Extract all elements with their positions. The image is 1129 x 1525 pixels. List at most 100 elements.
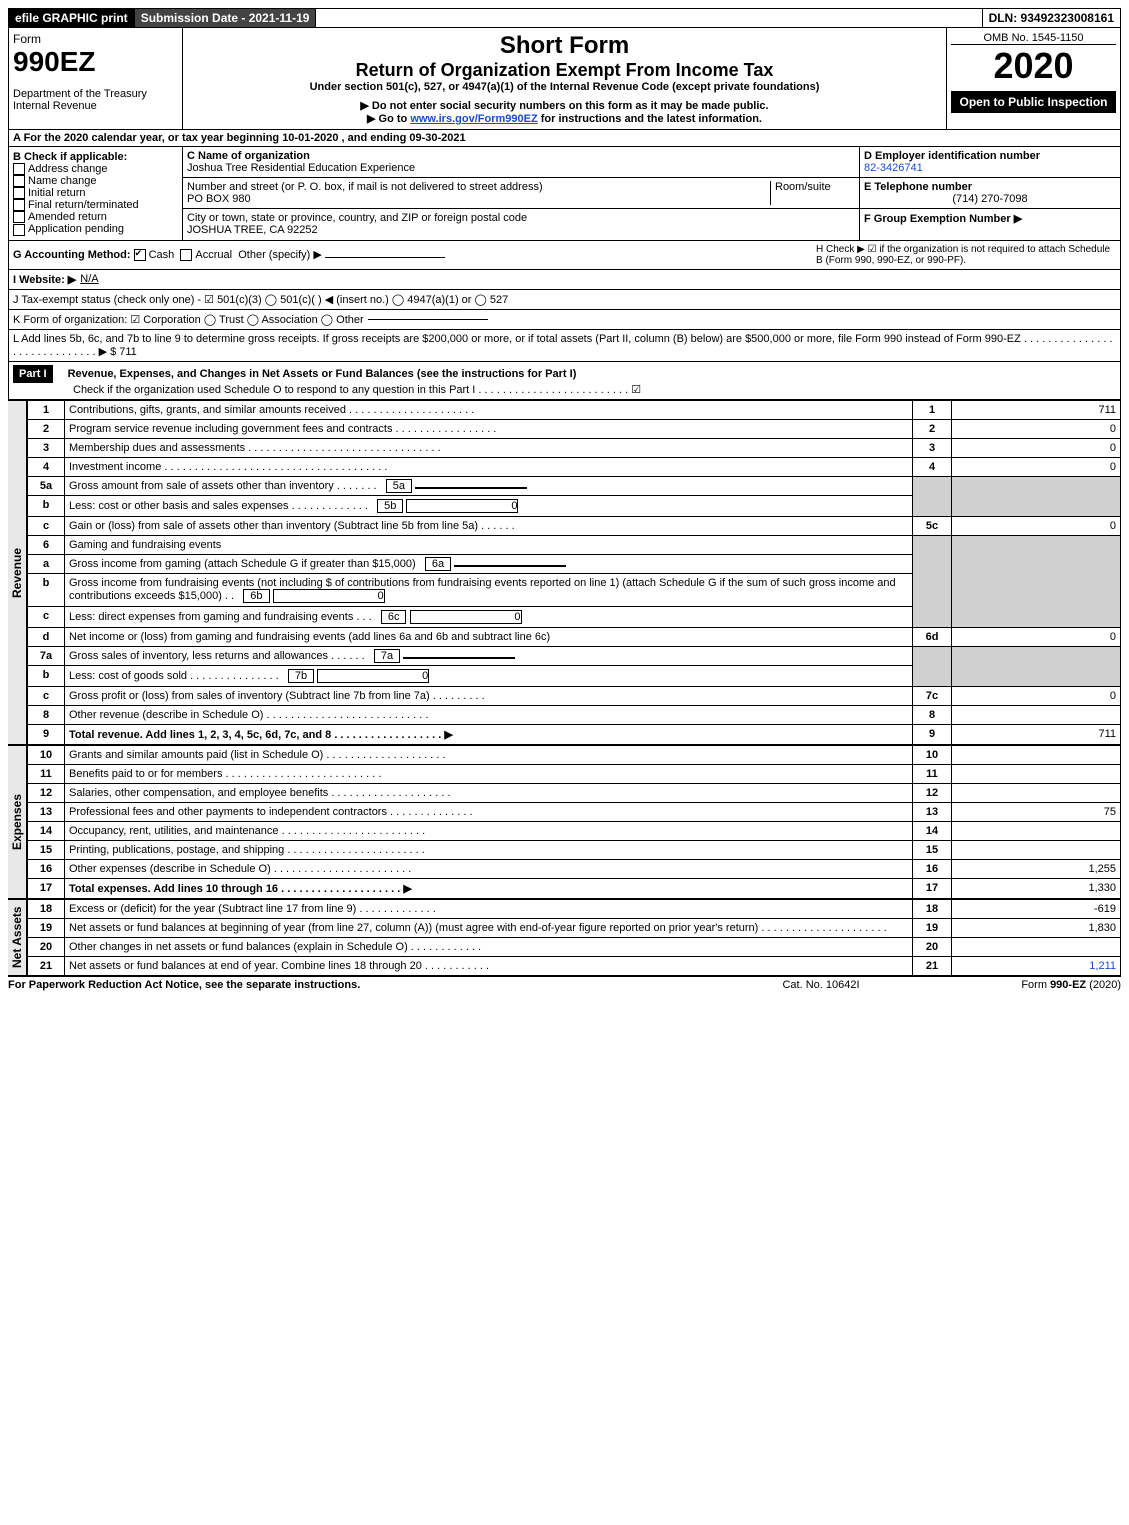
table-row: 5aGross amount from sale of assets other… (28, 476, 1121, 495)
revenue-table: 1Contributions, gifts, grants, and simil… (27, 400, 1121, 745)
header-right: OMB No. 1545-1150 2020 Open to Public In… (947, 28, 1120, 129)
sec-j-text: J Tax-exempt status (check only one) - ☑… (13, 293, 508, 306)
return-title: Return of Organization Exempt From Incom… (187, 60, 942, 81)
part1-heading: Revenue, Expenses, and Changes in Net As… (68, 368, 577, 380)
section-b-heading: B Check if applicable: (13, 151, 178, 163)
table-row: 11Benefits paid to or for members . . . … (28, 764, 1121, 783)
form-number: 990EZ (13, 46, 178, 78)
table-row: 17Total expenses. Add lines 10 through 1… (28, 878, 1121, 898)
top-bar: efile GRAPHIC print Submission Date - 20… (8, 8, 1121, 28)
block-bcdef: B Check if applicable: Address change Na… (8, 147, 1121, 241)
tax-year: 2020 (951, 45, 1116, 87)
chk-amended-return[interactable]: Amended return (13, 211, 178, 223)
sec-g-label: G Accounting Method: (13, 249, 131, 261)
header-left: Form 990EZ Department of the Treasury In… (9, 28, 183, 129)
chk-address-change[interactable]: Address change (13, 163, 178, 175)
sec-c-label: C Name of organization (187, 150, 310, 162)
org-name: Joshua Tree Residential Education Experi… (187, 162, 415, 174)
section-c: C Name of organization Joshua Tree Resid… (183, 147, 859, 240)
warn2-pre: ▶ Go to (367, 113, 410, 125)
footer-center: Cat. No. 10642I (721, 979, 921, 991)
sec-e-label: E Telephone number (864, 181, 972, 193)
warning-1: ▶ Do not enter social security numbers o… (187, 99, 942, 112)
other-org-line (368, 319, 488, 320)
city-label: City or town, state or province, country… (187, 212, 527, 224)
table-row: cGross profit or (loss) from sales of in… (28, 686, 1121, 705)
phone-value: (714) 270-7098 (864, 193, 1116, 205)
section-g: G Accounting Method: Cash Accrual Other … (13, 248, 816, 261)
section-a: A For the 2020 calendar year, or tax yea… (8, 130, 1121, 147)
section-def: D Employer identification number 82-3426… (859, 147, 1120, 240)
expenses-table: 10Grants and similar amounts paid (list … (27, 745, 1121, 899)
subtitle: Under section 501(c), 527, or 4947(a)(1)… (187, 81, 942, 93)
sec-l-text: L Add lines 5b, 6c, and 7b to line 9 to … (13, 333, 1116, 358)
open-to-public: Open to Public Inspection (951, 91, 1116, 113)
warn2-post: for instructions and the latest informat… (538, 113, 762, 125)
netassets-table: 18Excess or (deficit) for the year (Subt… (27, 899, 1121, 976)
dept-label: Department of the Treasury Internal Reve… (13, 88, 178, 112)
chk-initial-return[interactable]: Initial return (13, 187, 178, 199)
row-l: L Add lines 5b, 6c, and 7b to line 9 to … (8, 330, 1121, 362)
netassets-section: Net Assets 18Excess or (deficit) for the… (8, 899, 1121, 976)
revenue-section: Revenue 1Contributions, gifts, grants, a… (8, 400, 1121, 745)
row-j: J Tax-exempt status (check only one) - ☑… (8, 290, 1121, 310)
row-g-h: G Accounting Method: Cash Accrual Other … (8, 241, 1121, 270)
footer-left: For Paperwork Reduction Act Notice, see … (8, 979, 721, 991)
top-spacer (316, 9, 982, 27)
short-form-title: Short Form (187, 32, 942, 60)
sec-d-label: D Employer identification number (864, 150, 1040, 162)
table-row: 13Professional fees and other payments t… (28, 802, 1121, 821)
footer-right: Form 990-EZ (2020) (921, 979, 1121, 991)
ein-value: 82-3426741 (864, 162, 923, 174)
expenses-tab: Expenses (8, 745, 27, 899)
expenses-section: Expenses 10Grants and similar amounts pa… (8, 745, 1121, 899)
chk-final-return[interactable]: Final return/terminated (13, 199, 178, 211)
table-row: 10Grants and similar amounts paid (list … (28, 745, 1121, 764)
table-row: cGain or (loss) from sale of assets othe… (28, 516, 1121, 535)
table-row: 9Total revenue. Add lines 1, 2, 3, 4, 5c… (28, 724, 1121, 744)
table-row: 16Other expenses (describe in Schedule O… (28, 859, 1121, 878)
footer: For Paperwork Reduction Act Notice, see … (8, 976, 1121, 991)
warning-2: ▶ Go to www.irs.gov/Form990EZ for instru… (187, 112, 942, 125)
section-h: H Check ▶ ☑ if the organization is not r… (816, 244, 1116, 266)
table-row: 14Occupancy, rent, utilities, and mainte… (28, 821, 1121, 840)
website-value: N/A (80, 273, 98, 285)
table-row: 1Contributions, gifts, grants, and simil… (28, 400, 1121, 419)
section-b: B Check if applicable: Address change Na… (9, 147, 183, 240)
submission-date: Submission Date - 2021-11-19 (135, 9, 317, 27)
row-k: K Form of organization: ☑ Corporation ◯ … (8, 310, 1121, 330)
row-i: I Website: ▶ N/A (8, 270, 1121, 290)
other-specify-line (325, 257, 445, 258)
form-label: Form (13, 32, 178, 46)
chk-cash[interactable] (134, 249, 146, 261)
efile-label: efile GRAPHIC print (9, 9, 135, 27)
irs-link[interactable]: www.irs.gov/Form990EZ (410, 113, 537, 125)
sec-i-label: I Website: ▶ (13, 273, 76, 286)
dln: DLN: 93492323008161 (983, 9, 1120, 27)
table-row: 18Excess or (deficit) for the year (Subt… (28, 899, 1121, 918)
chk-application-pending[interactable]: Application pending (13, 223, 178, 235)
netassets-tab: Net Assets (8, 899, 27, 976)
table-row: dNet income or (loss) from gaming and fu… (28, 627, 1121, 646)
table-row: 8Other revenue (describe in Schedule O) … (28, 705, 1121, 724)
sec-k-text: K Form of organization: ☑ Corporation ◯ … (13, 313, 364, 326)
table-row: 12Salaries, other compensation, and empl… (28, 783, 1121, 802)
table-row: 20Other changes in net assets or fund ba… (28, 937, 1121, 956)
street-value: PO BOX 980 (187, 193, 251, 205)
chk-name-change[interactable]: Name change (13, 175, 178, 187)
part1-header: Part I Revenue, Expenses, and Changes in… (8, 362, 1121, 400)
street-label: Number and street (or P. O. box, if mail… (187, 181, 543, 193)
table-row: 15Printing, publications, postage, and s… (28, 840, 1121, 859)
chk-accrual[interactable] (180, 249, 192, 261)
header-center: Short Form Return of Organization Exempt… (183, 28, 947, 129)
table-row: 19Net assets or fund balances at beginni… (28, 918, 1121, 937)
form-header: Form 990EZ Department of the Treasury In… (8, 28, 1121, 130)
sec-f-label: F Group Exemption Number ▶ (864, 213, 1022, 225)
table-row: 7aGross sales of inventory, less returns… (28, 646, 1121, 665)
table-row: 2Program service revenue including gover… (28, 419, 1121, 438)
room-suite-label: Room/suite (770, 181, 855, 205)
table-row: 21Net assets or fund balances at end of … (28, 956, 1121, 975)
revenue-tab: Revenue (8, 400, 27, 745)
table-row: 6Gaming and fundraising events (28, 535, 1121, 554)
part1-sub: Check if the organization used Schedule … (73, 384, 641, 396)
